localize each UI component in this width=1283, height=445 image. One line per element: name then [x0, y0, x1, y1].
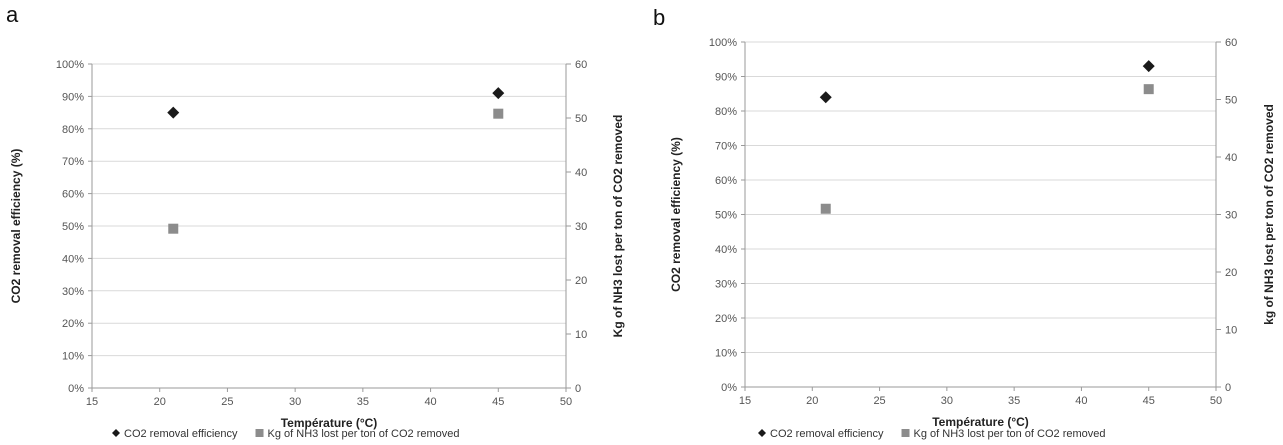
x-tick-label: 40	[424, 396, 436, 408]
y-tick-label: 40%	[62, 253, 84, 265]
y2-tick-label: 40	[1225, 152, 1237, 164]
data-point-co2-efficiency	[819, 91, 832, 104]
data-point-co2-efficiency	[167, 106, 180, 119]
data-point-nh3-lost	[168, 223, 179, 234]
legend-label: CO2 removal efficiency	[124, 428, 238, 440]
y2-tick-label: 20	[1225, 267, 1237, 279]
x-tick-label: 15	[739, 395, 751, 407]
x-tick-label: 35	[1008, 395, 1020, 407]
y2-axis-title: Kg of NH3 lost per ton of CO2 removed	[611, 115, 625, 338]
legend-marker-square	[255, 429, 264, 437]
x-tick-label: 15	[86, 396, 98, 408]
y-axis-title: CO2 removal efficiency (%)	[669, 137, 683, 292]
y-tick-label: 80%	[715, 106, 737, 118]
y-tick-label: 60%	[62, 189, 84, 201]
y-tick-label: 10%	[715, 348, 737, 360]
y-tick-label: 100%	[709, 37, 737, 49]
y-tick-label: 70%	[715, 141, 737, 153]
x-axis-title: Température (°C)	[281, 416, 378, 430]
x-tick-label: 45	[1143, 395, 1155, 407]
y2-tick-label: 0	[575, 383, 581, 395]
x-tick-label: 20	[806, 395, 818, 407]
y-tick-label: 0%	[68, 383, 84, 395]
chart-panel-a: a 0% 10% 20% 30% 40% 50% 60% 70% 80% 90% 100% 0 10 20 3…	[6, 2, 625, 440]
y-tick-label: 30%	[715, 279, 737, 291]
x-tick-label: 25	[873, 395, 885, 407]
data-point-nh3-lost	[493, 108, 504, 119]
x-tick-label: 40	[1075, 395, 1087, 407]
y2-tick-label: 10	[1225, 325, 1237, 337]
chart-panel-b: b 0% 10% 20% 30% 40% 50% 60% 70% 80% 90% 100% 0 10 20 3…	[653, 5, 1276, 440]
legend-marker-diamond	[112, 429, 120, 437]
x-tick-label: 50	[1210, 395, 1222, 407]
y-tick-label: 100%	[56, 59, 84, 71]
y-tick-label: 0%	[721, 382, 737, 394]
panel-label: a	[6, 2, 19, 27]
y-tick-label: 50%	[62, 221, 84, 233]
y-tick-label: 50%	[715, 210, 737, 222]
y2-tick-label: 60	[575, 59, 587, 71]
data-point-co2-efficiency	[492, 87, 505, 100]
y-tick-label: 90%	[715, 72, 737, 84]
y2-tick-label: 30	[1225, 210, 1237, 222]
y-tick-label: 20%	[715, 313, 737, 325]
data-point-co2-efficiency	[1142, 60, 1155, 73]
data-point-nh3-lost	[1143, 84, 1154, 95]
y2-tick-label: 50	[1225, 95, 1237, 107]
y2-tick-label: 60	[1225, 37, 1237, 49]
x-tick-label: 50	[560, 396, 572, 408]
legend-marker-diamond	[758, 429, 766, 437]
y-tick-label: 80%	[62, 124, 84, 136]
y-tick-label: 20%	[62, 318, 84, 330]
y2-tick-label: 10	[575, 329, 587, 341]
x-axis-title: Température (°C)	[932, 415, 1029, 429]
legend-marker-square	[901, 429, 910, 437]
y2-tick-label: 0	[1225, 382, 1231, 394]
x-tick-label: 30	[289, 396, 301, 408]
legend-label: Kg of NH3 lost per ton of CO2 removed	[268, 428, 460, 440]
y-axis-title: CO2 removal efficiency (%)	[9, 149, 23, 304]
x-tick-label: 45	[492, 396, 504, 408]
legend-label: Kg of NH3 lost per ton of CO2 removed	[914, 428, 1106, 440]
y-tick-label: 30%	[62, 286, 84, 298]
x-tick-label: 30	[941, 395, 953, 407]
y2-tick-label: 20	[575, 275, 587, 287]
x-tick-label: 25	[221, 396, 233, 408]
y-tick-label: 90%	[62, 91, 84, 103]
y-tick-label: 10%	[62, 351, 84, 363]
y2-tick-label: 40	[575, 167, 587, 179]
y2-axis-title: kg of NH3 lost per ton of CO2 removed	[1262, 104, 1276, 325]
panel-label: b	[653, 5, 665, 30]
x-tick-label: 20	[154, 396, 166, 408]
y-tick-label: 40%	[715, 244, 737, 256]
y2-tick-label: 50	[575, 113, 587, 125]
legend-label: CO2 removal efficiency	[770, 428, 884, 440]
y2-tick-label: 30	[575, 221, 587, 233]
x-tick-label: 35	[357, 396, 369, 408]
y-tick-label: 60%	[715, 175, 737, 187]
y-tick-label: 70%	[62, 156, 84, 168]
data-point-nh3-lost	[820, 203, 831, 214]
